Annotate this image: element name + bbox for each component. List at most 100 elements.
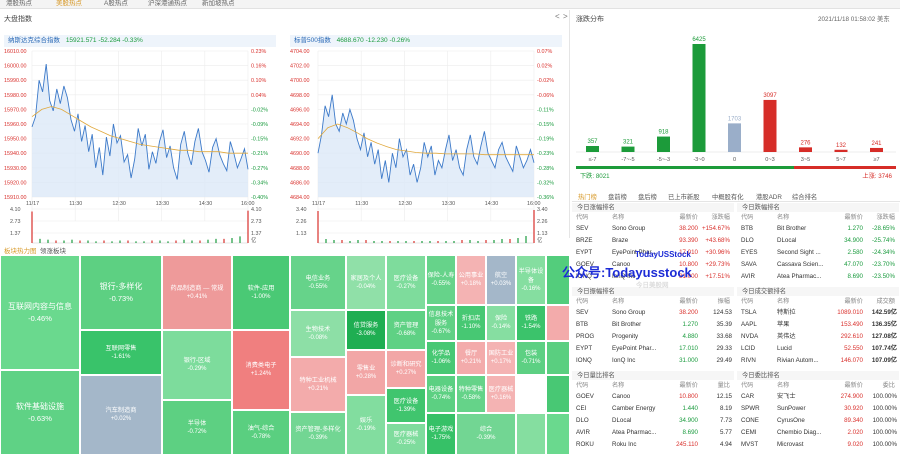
sector-tile[interactable]: 特种工业机械 +0.21% (290, 357, 346, 412)
sector-tile[interactable]: 信息技术服务 -0.67% (426, 305, 456, 341)
prev-arrow-icon[interactable]: < (555, 12, 560, 21)
sector-tile[interactable]: 特种零售 -0.58% (456, 375, 486, 413)
rank-table-row[interactable]: CAR 安飞士 274.900 100.00% (737, 392, 899, 402)
tab-hk-adr[interactable]: 港股ADR (756, 194, 782, 201)
sector-tile[interactable]: 医疗设备 -0.27% (386, 255, 426, 310)
sector-tile[interactable]: 诊断和研究 +0.27% (386, 350, 426, 388)
rank-table-row[interactable]: CEI Camber Energy 1.440 8.19 (572, 404, 734, 414)
sector-tile[interactable]: 保险 -0.14% (486, 305, 516, 341)
sector-tile[interactable]: 资产管理 -0.68% (386, 310, 426, 350)
sector-tile[interactable]: 互联网零售 -1.61% (80, 330, 162, 375)
heatmap-sub-tab[interactable]: 领涨板块 (40, 248, 66, 255)
sector-tile[interactable]: 电子游戏 -1.75% (426, 413, 456, 455)
x-tick-label: 11:30 (355, 201, 368, 207)
rank-table-row[interactable]: SEV Sono Group 38.200 124.53 (572, 308, 734, 318)
sector-tile[interactable]: 油气-综合 -0.78% (232, 410, 290, 455)
sector-tile[interactable]: 电器设备 -0.74% (426, 375, 456, 413)
rank-table-row[interactable]: AVIR Atea Pharmac... 8.690 -23.50% (737, 272, 899, 282)
table-cell: 9.020 (847, 441, 863, 448)
tab-singapore-hot[interactable]: 新加坡热点 (202, 0, 235, 7)
tab-connect-hot[interactable]: 沪深港通热点 (148, 0, 187, 7)
rank-table-row[interactable]: IONQ IonQ Inc 31.000 29.49 (572, 356, 734, 366)
rank-table-row[interactable]: SEV Sono Group 38.200 +154.67% (572, 224, 734, 234)
rank-table-row[interactable]: SPWR SunPower 30.920 100.00% (737, 404, 899, 414)
tab-new-listings[interactable]: 已上市新股 (668, 194, 700, 201)
sector-tile[interactable]: 零售业 +0.28% (346, 350, 386, 395)
sp500-chart[interactable]: 标普500指数 4688.670 -12.230 -0.26% 4704.00 0… (290, 35, 562, 245)
sector-tile[interactable]: 折扣店 -1.10% (456, 305, 486, 341)
heatmap-title[interactable]: 板块热力图 (4, 248, 37, 255)
sector-tile[interactable] (546, 413, 570, 455)
sector-tile[interactable]: 保险-人寿 -0.55% (426, 255, 456, 305)
sector-tile[interactable]: 软件-应用 -1.00% (232, 255, 290, 330)
rank-table-row[interactable]: CONE CyrusOne 89.340 100.00% (737, 416, 899, 426)
sector-tile[interactable]: 家居及个人 -0.04% (346, 255, 386, 310)
rank-table-row[interactable]: PROG Progenity 4.880 33.68 (572, 332, 734, 342)
sector-tile[interactable]: 医疗器械 +0.16% (486, 375, 516, 413)
sector-tile[interactable]: 航空 +0.03% (486, 255, 516, 305)
rank-table-row[interactable]: BTB Bit Brother 1.270 -28.65% (737, 224, 899, 234)
sector-tile[interactable]: 医疗设备 -1.39% (386, 388, 426, 423)
rank-table-row[interactable]: GOEV Canoo 10.800 12.15 (572, 392, 734, 402)
rank-table-row[interactable]: EYES Second Sight ... 2.580 -24.34% (737, 248, 899, 258)
sector-tile[interactable] (546, 305, 570, 341)
sector-tile[interactable]: 综合 -0.39% (456, 413, 516, 455)
rank-table-row[interactable]: CEMI Chembio Diag... 2.020 100.00% (737, 428, 899, 438)
sector-tile[interactable]: 药品制造商 — 常规 +0.41% (162, 255, 232, 330)
rank-table-row[interactable]: AAPL 苹果 153.490 136.35亿 (737, 320, 899, 330)
rank-table-row[interactable]: SAVA Cassava Scien... 47.070 -23.70% (737, 260, 899, 270)
rank-table-row[interactable]: GOEV Canoo 10.800 +29.73% (572, 260, 734, 270)
sector-tile[interactable]: 汽车制造商 +0.02% (80, 375, 162, 455)
table-cell: 1089.010 (837, 309, 863, 316)
tab-overall[interactable]: 综合排名 (792, 194, 818, 201)
sector-tile[interactable]: 银行-区域 -0.29% (162, 330, 232, 400)
rank-table-row[interactable]: NVDA 英伟达 292.610 127.08亿 (737, 332, 899, 342)
tab-a-share-hot[interactable]: A股热点 (104, 0, 128, 7)
rank-table-row[interactable]: EYPT EyePoint Phar... 17.010 +30.96% (572, 248, 734, 258)
sector-tile[interactable] (516, 413, 546, 455)
table-cell: 8.19 (719, 405, 732, 412)
rank-table-row[interactable]: EYPT EyePoint Phar... 17.010 29.33 (572, 344, 734, 354)
sector-tile[interactable]: 生物技术 -0.08% (290, 310, 346, 357)
tab-afterhours[interactable]: 盘后榜 (638, 194, 657, 201)
tab-hot[interactable]: 热门榜 (578, 194, 597, 201)
sector-tile[interactable]: 国防工业 +0.17% (486, 341, 516, 375)
sector-tile[interactable] (546, 375, 570, 413)
sector-tile[interactable]: 医疗器械 -0.25% (386, 423, 426, 455)
sector-tile[interactable]: 铁路 -1.54% (516, 305, 546, 341)
rank-table-row[interactable]: ROKU Roku Inc 245.110 4.94 (572, 440, 734, 450)
rank-table-row[interactable]: DLO DLocal 34.900 7.73 (572, 416, 734, 426)
sector-tile[interactable]: 餐厅 +0.21% (456, 341, 486, 375)
rank-table-row[interactable]: RIVN Rivian Autom... 146.070 107.09亿 (737, 356, 899, 366)
rank-table-row[interactable]: IONQ IonQ Inc 31.000 +17.51% (572, 272, 734, 282)
nasdaq-chart[interactable]: 纳斯达克综合指数 15921.571 -52.284 -0.33% 16010.… (4, 35, 276, 245)
rank-table-row[interactable]: BTB Bit Brother 1.270 35.39 (572, 320, 734, 330)
tab-us-hot[interactable]: 美股热点 (56, 0, 82, 7)
tab-premarket[interactable]: 盘前榜 (608, 194, 627, 201)
sector-tile[interactable] (546, 255, 570, 305)
sector-tile[interactable] (546, 341, 570, 375)
rank-table-row[interactable]: MVST Microvast 9.020 100.00% (737, 440, 899, 450)
rank-table-title: 今日量比排名 (572, 371, 734, 380)
sector-tile[interactable]: 半导体设备 -0.16% (516, 255, 546, 305)
rank-table-row[interactable]: LCID Lucid 52.550 107.74亿 (737, 344, 899, 354)
sector-tile[interactable]: 消费类电子 +1.24% (232, 330, 290, 410)
next-arrow-icon[interactable]: > (563, 12, 568, 21)
sector-tile[interactable]: 公用事业 +0.18% (456, 255, 486, 305)
rank-table-row[interactable]: TSLA 特斯拉 1089.010 142.59亿 (737, 308, 899, 318)
sector-tile[interactable]: 包装 -0.71% (516, 341, 546, 375)
sector-tile[interactable]: 软件基础设施 -0.63% (0, 370, 80, 455)
rank-table-row[interactable]: DLO DLocal 34.900 -25.74% (737, 236, 899, 246)
sector-tile[interactable]: 信贷服务 -3.08% (346, 310, 386, 350)
sector-tile[interactable]: 互联网内容与信息 -0.46% (0, 255, 80, 370)
sector-tile[interactable]: 娱乐 -0.19% (346, 395, 386, 455)
sector-tile[interactable]: 银行-多样化 -0.73% (80, 255, 162, 330)
tab-hk-hot[interactable]: 港股热点 (6, 0, 32, 7)
tab-china-concept[interactable]: 中概股有化 (712, 194, 744, 201)
sector-tile[interactable]: 化学品 -1.06% (426, 341, 456, 375)
sector-tile[interactable]: 资产管理-多样化 -0.39% (290, 412, 346, 455)
rank-table-row[interactable]: AVIR Atea Pharmac... 8.690 5.77 (572, 428, 734, 438)
sector-tile[interactable]: 半导体 -0.72% (162, 400, 232, 455)
rank-table-row[interactable]: BRZE Braze 93.390 +43.68% (572, 236, 734, 246)
sector-tile[interactable]: 电信业务 -0.55% (290, 255, 346, 310)
